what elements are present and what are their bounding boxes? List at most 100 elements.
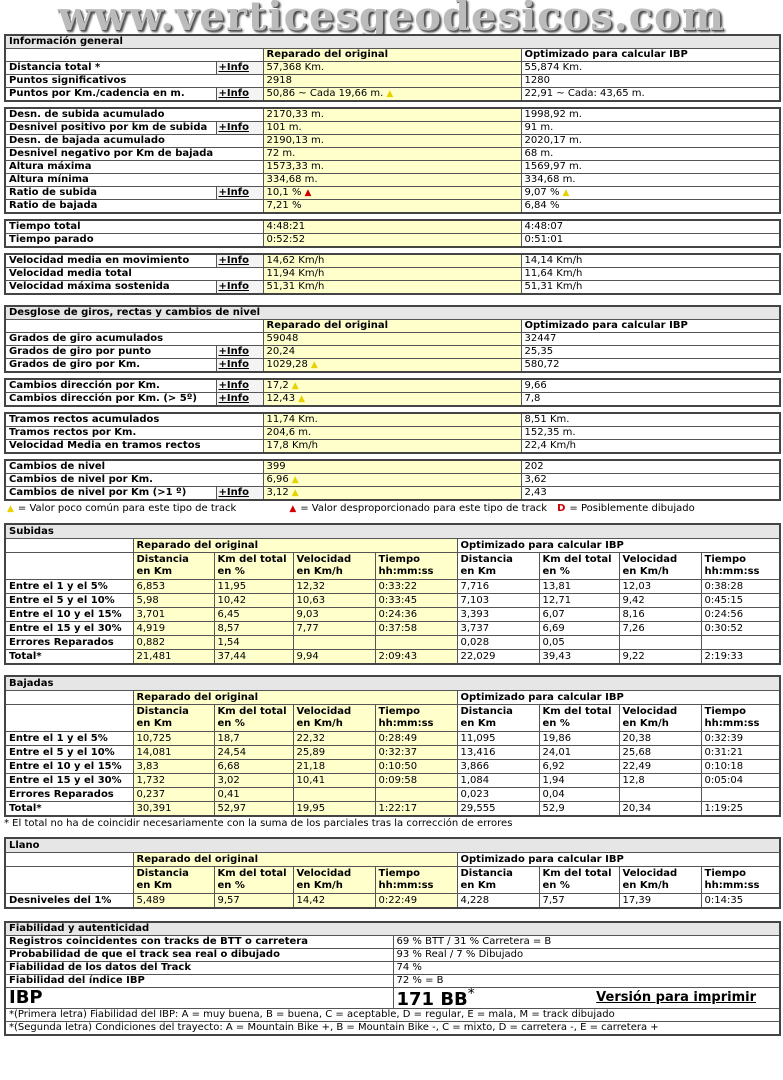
desglose-table: Tramos rectos acumulados 11,74 Km. 8,51 Km…	[4, 412, 781, 454]
row-label: Registros coincidentes con tracks de BTT…	[4, 935, 394, 949]
cell-value	[618, 635, 702, 650]
value-text: 20,24	[266, 346, 296, 358]
warning-triangle-icon: ▲	[291, 488, 299, 498]
table-row: Distancia total * +Info 57,368 Km. 55,874 K…	[4, 61, 781, 75]
value-text: 17,8 Km/h	[266, 440, 318, 451]
table-row: Altura mínima 334,68 m. 334,68 m.	[4, 173, 781, 187]
optimized-value: 1280	[520, 74, 781, 88]
header-line: en Km/h	[296, 880, 343, 891]
table-row: Velocidad máxima sostenida +Info 51,31 Km/…	[4, 280, 781, 295]
value-text: 580,72	[524, 359, 560, 370]
more-info-button[interactable]: +Info	[215, 121, 264, 135]
empty-header	[4, 852, 134, 867]
col-header-optimized: Optimizado para calcular IBP	[456, 852, 781, 867]
empty-header	[4, 866, 134, 894]
empty-header	[4, 319, 264, 333]
cell-value: 9,22	[618, 649, 702, 665]
more-info-button[interactable]: +Info	[215, 345, 264, 359]
row-label: Total*	[4, 801, 134, 817]
header-line: Velocidad	[296, 554, 352, 565]
more-info-button[interactable]: +Info	[215, 253, 264, 268]
value-text: 1569,97 m.	[524, 161, 582, 173]
site-logo[interactable]: www.verticesgeodesicos.com	[57, 0, 726, 34]
warning-triangle-icon: ▲	[310, 360, 318, 370]
value-text: 101 m.	[266, 122, 302, 134]
table-row: Entre el 10 y el 15% 3,83 6,68 21,18 0:10:50…	[4, 759, 781, 774]
more-info-button[interactable]: +Info	[215, 378, 264, 393]
value-text: 2918	[266, 75, 292, 87]
cell-value	[374, 787, 458, 802]
cell-value	[700, 787, 781, 802]
cell-value: 5,489	[132, 893, 215, 909]
table-row: Grados de giro por punto +Info 20,24 25,35	[4, 345, 781, 359]
cell-value: 24,54	[213, 745, 294, 760]
value-text: 6,96	[266, 474, 289, 486]
optimized-value: 25,35	[520, 345, 781, 359]
row-label: Tramos rectos por Km.	[4, 426, 264, 440]
value-text: 25,35	[524, 346, 554, 358]
more-info-button[interactable]: +Info	[215, 358, 264, 373]
cell-value: 9,94	[292, 649, 376, 665]
fiabilidad-table: Fiabilidad y autenticidad Registros coinc…	[4, 921, 782, 1036]
more-info-button[interactable]: +Info	[215, 87, 264, 102]
table-row: Probabilidad de que el track sea real o …	[4, 948, 781, 962]
sub-col-header: Distancia en Km	[132, 704, 215, 732]
bajadas-table: Bajadas Reparado del original Optimizado p…	[4, 675, 782, 817]
cell-value: 17,39	[618, 893, 702, 909]
subidas-table: Subidas Reparado del original Optimizado p…	[4, 523, 782, 665]
cell-value: 14,42	[292, 893, 376, 909]
sub-col-header: Tiempo hh:mm:ss	[374, 552, 458, 580]
cell-value: 19,86	[538, 731, 620, 746]
sub-col-header: Velocidad en Km/h	[618, 866, 702, 894]
row-label: Distancia total *	[4, 61, 217, 75]
print-version-link[interactable]: Versión para imprimir	[596, 990, 757, 1005]
header-line: Tiempo	[704, 868, 746, 879]
row-label: Entre el 10 y el 15%	[4, 759, 134, 774]
sub-col-header: Km del total en %	[213, 704, 294, 732]
row-label: Tiempo parado	[4, 233, 264, 248]
table-row: Cambios dirección por Km. +Info 17,2 ▲ 9,66	[4, 378, 781, 393]
more-info-button[interactable]: +Info	[215, 280, 264, 295]
legend-drawn-letter: D	[557, 503, 566, 514]
table-row: Entre el 15 y el 30% 4,919 8,57 7,77 0:37:58…	[4, 621, 781, 636]
more-info-button[interactable]: +Info	[215, 392, 264, 407]
cell-value: 25,89	[292, 745, 376, 760]
repaired-value: 1573,33 m.	[262, 160, 522, 174]
optimized-value: 22,91 ~ Cada: 43,65 m.	[520, 87, 781, 102]
table-row: Tiempo parado 0:52:52 0:51:01	[4, 233, 781, 248]
cell-value: 0,237	[132, 787, 215, 802]
cell-value: 6,69	[538, 621, 620, 636]
flag-legend: ▲ = Valor poco común para este tipo de tr…	[4, 501, 779, 517]
more-info-button[interactable]: +Info	[215, 186, 264, 200]
header-line: Velocidad	[622, 706, 678, 717]
legend-warning: = Valor poco común para este tipo de tra…	[17, 503, 237, 514]
table-row: Fiabilidad del índice IBP 72 % = B	[4, 974, 781, 988]
ibp-letter-note: *(Segunda letra) Condiciones del trayect…	[4, 1021, 781, 1036]
empty-header	[4, 704, 134, 732]
repaired-value: 10,1 % ▲	[262, 186, 522, 200]
cell-value: 0,41	[213, 787, 294, 802]
row-label: Tiempo total	[4, 219, 264, 234]
desglose-table: Desglose de giros, rectas y cambios de n…	[4, 305, 782, 373]
table-row: Velocidad media total 11,94 Km/h 11,64 Km/…	[4, 267, 781, 281]
cell-value: 0:38:28	[700, 579, 781, 594]
table-row: Velocidad Media en tramos rectos 17,8 Km/…	[4, 439, 781, 454]
optimized-value: 22,4 Km/h	[520, 439, 781, 454]
header-line: en %	[217, 566, 245, 577]
more-info-button[interactable]: +Info	[215, 61, 264, 75]
row-label: Altura mínima	[4, 173, 264, 187]
more-info-button[interactable]: +Info	[215, 486, 264, 501]
optimized-value: 68 m.	[520, 147, 781, 161]
row-label: Altura máxima	[4, 160, 264, 174]
cell-value: 0,028	[456, 635, 540, 650]
cell-value: 0:10:18	[700, 759, 781, 774]
sub-col-header: Km del total en %	[538, 552, 620, 580]
row-label: Desnivel negativo por Km de bajada	[4, 147, 264, 161]
sub-col-header: Tiempo hh:mm:ss	[374, 704, 458, 732]
cell-value: 39,43	[538, 649, 620, 665]
cell-value: 11,95	[213, 579, 294, 594]
sub-col-header: Velocidad en Km/h	[618, 552, 702, 580]
header-line: Distancia	[460, 868, 513, 879]
repaired-value: 20,24	[262, 345, 522, 359]
row-label: Ratio de bajada	[4, 199, 264, 214]
